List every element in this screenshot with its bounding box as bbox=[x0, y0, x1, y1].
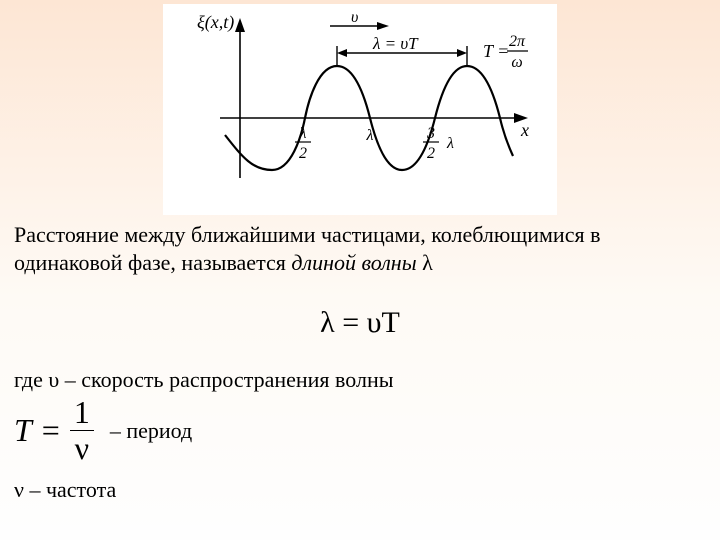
period-comment: – период bbox=[110, 418, 192, 444]
svg-text:3: 3 bbox=[426, 125, 435, 142]
period-frac-top: 1 bbox=[70, 396, 94, 430]
svg-text:2: 2 bbox=[299, 145, 307, 162]
svg-text:2: 2 bbox=[427, 145, 435, 162]
definition-paragraph: Расстояние между ближайшими частицами, к… bbox=[0, 221, 720, 276]
svg-text:λ: λ bbox=[446, 135, 454, 152]
x-axis-label: x bbox=[520, 120, 529, 140]
period-equation: T = 1 ν – период bbox=[0, 396, 720, 466]
wavelength-arrow: λ = υT bbox=[337, 34, 467, 57]
svg-text:ω: ω bbox=[511, 54, 522, 71]
period-fraction: 1 ν bbox=[70, 396, 94, 466]
svg-text:λ: λ bbox=[299, 125, 307, 142]
frequency-line: ν – частота bbox=[0, 476, 720, 504]
def-text-c: λ bbox=[417, 250, 433, 275]
period-eq-sign: = bbox=[42, 412, 60, 449]
period-T: T bbox=[14, 412, 32, 449]
svg-text:2π: 2π bbox=[509, 33, 526, 50]
svg-text:λ: λ bbox=[366, 127, 374, 144]
wavelength-label: λ = υT bbox=[372, 34, 419, 53]
velocity-explanation: где υ – скорость распространения волны bbox=[0, 366, 720, 394]
wave-svg: ξ(x,t) υ⃗ λ = υT bbox=[175, 8, 545, 208]
wave-diagram: ξ(x,t) υ⃗ λ = υT bbox=[163, 4, 557, 215]
wavelength-eq-text: λ = υT bbox=[320, 306, 400, 339]
velocity-label: υ⃗ bbox=[351, 9, 371, 26]
y-axis-label: ξ(x,t) bbox=[197, 12, 234, 33]
wave-diagram-container: ξ(x,t) υ⃗ λ = υT bbox=[0, 0, 720, 215]
velocity-arrow: υ⃗ bbox=[330, 9, 389, 30]
def-text-b: длиной волны bbox=[291, 250, 416, 275]
page-root: ξ(x,t) υ⃗ λ = υT bbox=[0, 0, 720, 540]
svg-text:T =: T = bbox=[483, 41, 509, 61]
period-formula: T = 2π ω bbox=[483, 33, 528, 71]
wavelength-equation: λ = υT bbox=[0, 306, 720, 340]
period-frac-bot: ν bbox=[70, 432, 94, 466]
